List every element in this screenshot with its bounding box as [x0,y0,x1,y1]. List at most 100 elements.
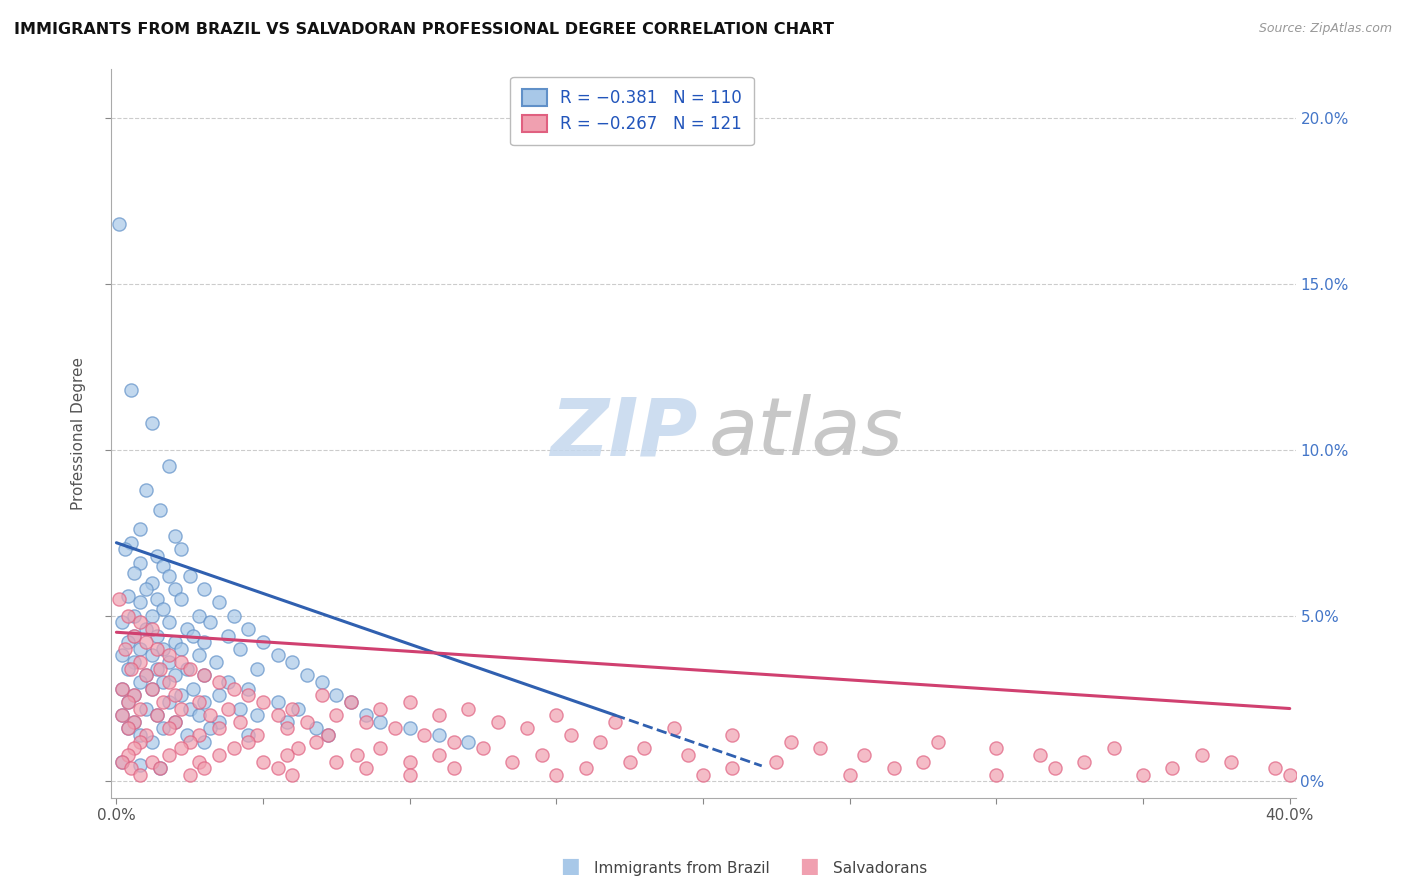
Point [384,722,406,736]
Point [128,758,150,772]
Point [152,722,174,736]
Point [986,741,1008,756]
Point [157,722,180,736]
Point [152,558,174,573]
Point [267,761,290,775]
Point [305,722,328,736]
Point [135,701,157,715]
Point [141,575,163,590]
Point [120,535,142,549]
Point [619,755,641,769]
Point [398,755,420,769]
Point [170,655,193,669]
Point [427,728,450,742]
Point [927,734,949,748]
Point [398,768,420,782]
Point [117,747,139,762]
Point [165,668,187,682]
Point [187,708,209,723]
Point [267,708,290,723]
Point [111,648,134,663]
Point [157,569,180,583]
Point [135,635,157,649]
Point [122,714,145,729]
Point [838,768,860,782]
Point [108,218,131,232]
Point [252,635,274,649]
Text: Salvadorans: Salvadorans [832,861,928,876]
Point [152,641,174,656]
Point [152,675,174,690]
Point [165,529,187,543]
Point [193,668,215,682]
Point [217,675,239,690]
Point [354,708,377,723]
Point [1220,755,1243,769]
Point [295,714,318,729]
Point [808,741,831,756]
Point [276,747,298,762]
Point [135,622,157,636]
Point [117,722,139,736]
Point [370,701,392,715]
Point [135,668,157,682]
Point [633,741,655,756]
Point [325,708,347,723]
Point [141,622,163,636]
Point [443,734,465,748]
Point [141,755,163,769]
Point [853,747,876,762]
Point [176,622,198,636]
Point [146,592,169,607]
Point [267,648,290,663]
Point [325,755,347,769]
Point [208,675,231,690]
Point [765,755,787,769]
Point [152,695,174,709]
Point [122,629,145,643]
Point [135,668,157,682]
Point [208,688,231,702]
Point [146,629,169,643]
Point [128,675,150,690]
Point [1029,747,1052,762]
Point [662,722,685,736]
Point [692,768,714,782]
Point [603,714,626,729]
Point [208,747,231,762]
Point [193,635,215,649]
Point [117,695,139,709]
Point [170,641,193,656]
Point [1264,761,1286,775]
Point [246,662,269,676]
Point [135,728,157,742]
Point [883,761,905,775]
Point [157,655,180,669]
Point [128,523,150,537]
Point [122,688,145,702]
Point [228,641,250,656]
Point [200,708,222,723]
Point [111,755,134,769]
Point [141,648,163,663]
Point [370,714,392,729]
Point [370,741,392,756]
Point [135,582,157,596]
Point [111,708,134,723]
Point [141,681,163,696]
Point [111,681,134,696]
Point [200,615,222,630]
Point [187,695,209,709]
Text: ■: ■ [560,856,581,876]
Point [205,655,228,669]
Point [208,714,231,729]
Point [238,728,260,742]
Point [141,417,163,431]
Point [193,761,215,775]
Point [316,728,339,742]
Point [170,741,193,756]
Point [117,635,139,649]
Point [179,569,201,583]
Point [398,722,420,736]
Point [146,708,169,723]
